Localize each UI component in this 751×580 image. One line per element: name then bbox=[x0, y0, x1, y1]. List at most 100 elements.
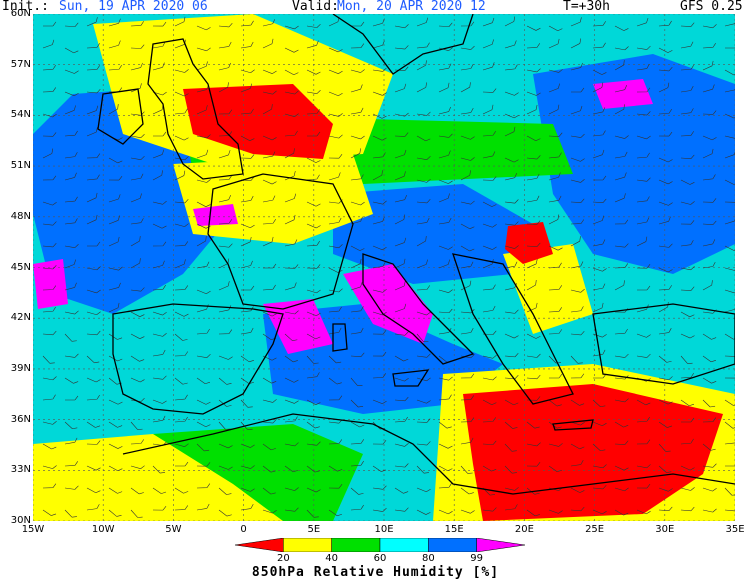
wind-barb bbox=[482, 201, 497, 207]
wind-barb bbox=[394, 258, 406, 269]
legend-swatch bbox=[331, 538, 381, 552]
wind-barb bbox=[438, 289, 453, 293]
wind-barb bbox=[416, 333, 429, 342]
wind-barb bbox=[658, 267, 673, 273]
wind-barb bbox=[482, 507, 497, 512]
wind-barb bbox=[42, 87, 57, 93]
wind-barb bbox=[350, 439, 365, 445]
lon-label: 25E bbox=[585, 524, 605, 535]
legend-tick-label: 60 bbox=[373, 553, 387, 564]
wind-barb bbox=[416, 217, 430, 225]
wind-barb bbox=[636, 177, 651, 182]
wind-barb bbox=[152, 170, 163, 181]
wind-barb bbox=[372, 399, 387, 405]
wind-barb bbox=[438, 217, 452, 225]
wind-barb bbox=[438, 509, 453, 515]
wind-barb bbox=[372, 40, 385, 49]
wind-barb bbox=[680, 108, 694, 115]
coast-france bbox=[207, 173, 354, 310]
field-wet-east bbox=[533, 54, 735, 274]
coast-ireland bbox=[97, 88, 144, 145]
wind-barb bbox=[680, 266, 695, 271]
wind-barb bbox=[130, 236, 141, 247]
wind-barb bbox=[196, 61, 208, 71]
wind-barb bbox=[218, 509, 232, 517]
wind-barb bbox=[240, 223, 255, 228]
wind-barb bbox=[504, 399, 519, 406]
wind-barb bbox=[130, 193, 142, 203]
wind-barb bbox=[196, 134, 211, 139]
wind-barb bbox=[570, 62, 583, 71]
wind-barb bbox=[262, 355, 277, 361]
lat-label: 33N bbox=[10, 464, 31, 476]
wind-barb bbox=[702, 443, 716, 451]
wind-barb bbox=[438, 465, 453, 472]
field-saturated-atlantic bbox=[33, 259, 68, 309]
wind-barb bbox=[130, 21, 144, 27]
wind-barb bbox=[680, 85, 694, 93]
wind-barb bbox=[724, 461, 735, 467]
wind-barb bbox=[152, 465, 166, 474]
wind-barb bbox=[724, 289, 735, 294]
wind-barb bbox=[460, 135, 475, 140]
wind-barb bbox=[218, 399, 232, 407]
coast-balkans bbox=[452, 253, 574, 405]
wind-barb bbox=[482, 245, 497, 250]
wind-barb bbox=[372, 216, 385, 225]
wind-barb bbox=[64, 22, 79, 27]
wind-barb bbox=[658, 328, 672, 335]
wind-barb bbox=[526, 462, 541, 467]
wind-barb bbox=[680, 65, 694, 71]
wind-barb bbox=[174, 223, 189, 227]
wind-barb bbox=[680, 333, 695, 339]
wind-barb bbox=[350, 377, 363, 386]
wind-barb bbox=[460, 245, 475, 252]
init-label: Init.: bbox=[2, 0, 49, 14]
wind-barb bbox=[130, 487, 144, 495]
wind-barb bbox=[306, 289, 321, 294]
wind-barb bbox=[262, 509, 277, 514]
wind-barb bbox=[482, 176, 497, 181]
wind-barb bbox=[724, 267, 735, 271]
wind-barb bbox=[504, 91, 519, 96]
wind-barb bbox=[702, 43, 716, 49]
wind-barb bbox=[548, 399, 562, 407]
wind-barb bbox=[152, 415, 166, 423]
wind-barb bbox=[86, 487, 101, 494]
wind-barb bbox=[130, 287, 145, 292]
wind-barb bbox=[482, 131, 496, 137]
wind-barb bbox=[724, 373, 735, 379]
wind-barb bbox=[174, 443, 189, 448]
wind-barb bbox=[460, 465, 473, 474]
wind-barb bbox=[592, 82, 604, 93]
wind-barb bbox=[548, 38, 560, 49]
wind-barb bbox=[328, 244, 343, 249]
wind-barb bbox=[592, 421, 607, 427]
wind-barb bbox=[636, 416, 650, 423]
wind-barb bbox=[394, 443, 409, 447]
wind-barb bbox=[174, 377, 188, 385]
wind-barb bbox=[306, 223, 321, 229]
wind-barb bbox=[702, 399, 716, 408]
wind-barb bbox=[614, 328, 628, 335]
wind-barb bbox=[394, 24, 409, 29]
wind-barb bbox=[702, 148, 714, 159]
wind-barb bbox=[218, 443, 233, 449]
wind-barb bbox=[284, 264, 299, 269]
wind-barb bbox=[42, 483, 57, 489]
wind-barb bbox=[350, 504, 364, 511]
wind-barb bbox=[174, 487, 189, 494]
wind-barb bbox=[42, 394, 56, 401]
wind-barb bbox=[504, 40, 517, 49]
wind-barb bbox=[86, 153, 101, 159]
wind-barb bbox=[152, 505, 167, 511]
wind-barb bbox=[64, 353, 79, 358]
init-time: Sun, 19 APR 2020 06 bbox=[59, 0, 208, 14]
field-dryish-balkan bbox=[503, 244, 593, 334]
wind-barb bbox=[328, 355, 342, 364]
wind-barb bbox=[152, 311, 167, 316]
wind-barb bbox=[416, 285, 431, 291]
wind-barb bbox=[64, 259, 76, 269]
wind-barb bbox=[504, 157, 519, 163]
wind-barb bbox=[152, 223, 167, 229]
